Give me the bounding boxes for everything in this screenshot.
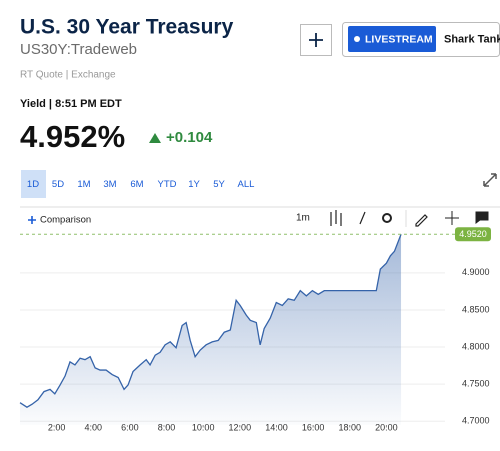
x-tick-label: 12:00 [229,422,252,432]
tab-selected [21,170,46,198]
range-tab[interactable]: 6M [130,179,143,190]
plus-icon [28,216,36,224]
title: U.S. 30 Year Treasury [20,16,234,39]
range-tab[interactable]: 1Y [188,179,200,190]
live-label: LIVESTREAM [365,33,433,45]
price-line [19,233,402,408]
x-tick-label: 6:00 [121,422,139,432]
range-tab[interactable]: 1M [77,179,90,190]
quote-time: Yield | 8:51 PM EDT [20,98,122,110]
range-tab[interactable]: YTD [158,179,177,190]
settings-icon[interactable] [382,213,392,223]
range-tab[interactable]: 5D [52,179,64,190]
x-tick-label: 18:00 [338,422,361,432]
live-button[interactable] [348,26,436,52]
fx-icon[interactable] [359,211,366,225]
last-price: 4.952% [20,119,125,154]
note-icon[interactable] [475,211,489,224]
draw-icon[interactable] [415,214,428,227]
add-icon [309,33,323,47]
x-tick-label: 8:00 [158,422,176,432]
toolbar-icons [330,210,489,227]
current-label: 4.9520 [459,229,487,239]
expand-icon[interactable] [483,173,497,187]
y-tick-label: 4.7500 [462,379,490,389]
x-tick-label: 16:00 [302,422,325,432]
change: +0.104 [166,129,213,146]
x-tick-label: 20:00 [375,422,398,432]
area-fill [20,234,402,425]
range-tab[interactable]: ALL [238,179,255,190]
range-tab[interactable]: 5Y [213,179,225,190]
chart: 4.7000 4.7500 4.8000 4.8500 4.9000 2:00 4:00 6:… [19,227,491,432]
interval-button[interactable]: 1m [296,213,310,224]
show-name: Shark Tank [444,33,500,45]
x-tick-label: 2:00 [48,422,66,432]
y-tick-label: 4.7000 [462,416,490,426]
y-tick-label: 4.9000 [462,267,490,277]
quote-type: RT Quote | Exchange [20,70,116,81]
symbol: US30Y:Tradeweb [20,41,137,58]
candle-icon[interactable] [330,210,342,226]
live-dot [354,36,360,42]
y-tick-label: 4.8000 [462,341,490,351]
comparison-button[interactable]: Comparison [40,215,91,226]
range-tabs: 1D 5D 1M 3M 6M YTD 1Y 5Y ALL [21,170,254,198]
crosshair-icon[interactable] [445,211,459,225]
range-tab[interactable]: 3M [103,179,116,190]
current-badge [455,227,491,242]
x-tick-label: 4:00 [85,422,103,432]
range-tab[interactable]: 1D [27,179,39,190]
x-tick-label: 10:00 [192,422,215,432]
up-arrow [149,133,161,143]
y-tick-label: 4.8500 [462,304,490,314]
x-tick-label: 14:00 [265,422,288,432]
